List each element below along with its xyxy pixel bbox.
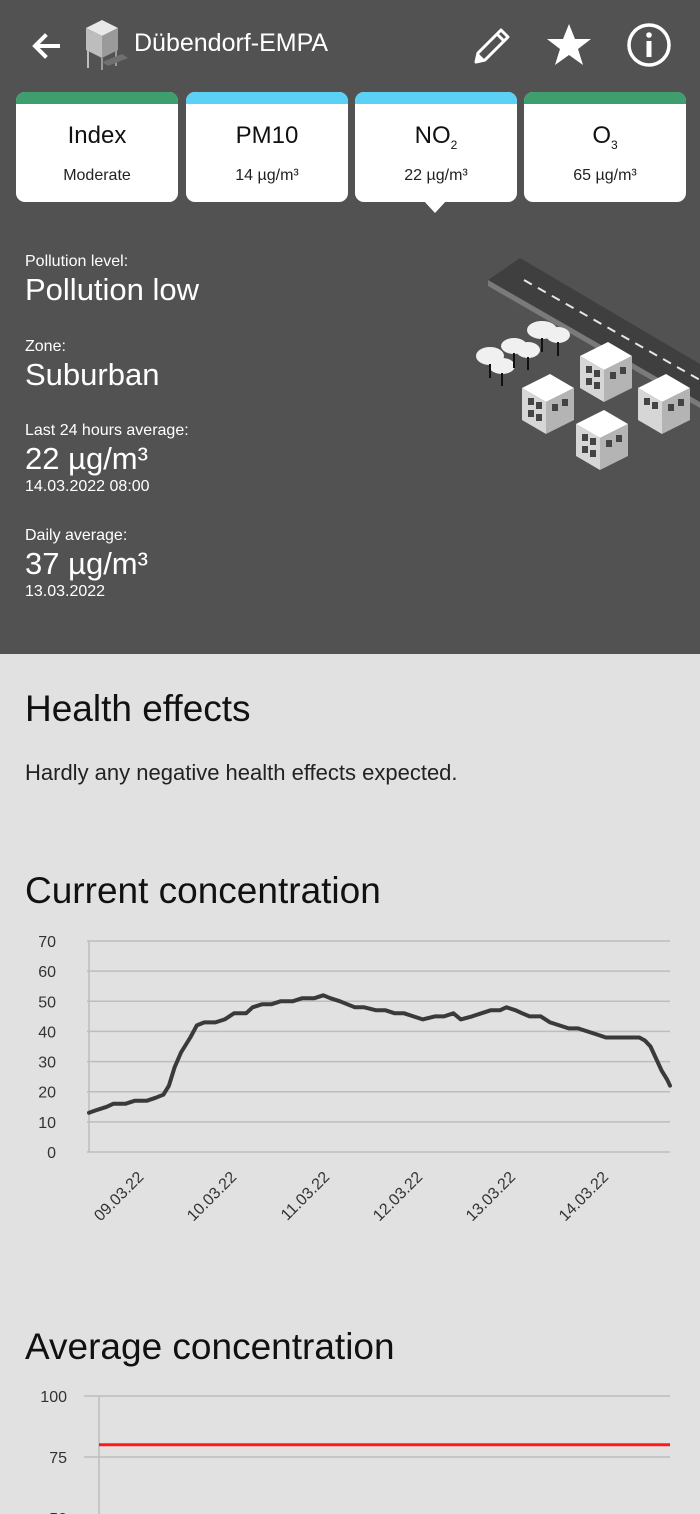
last-24h-average: Last 24 hours average: 22 µg/m³ 14.03.20… xyxy=(25,422,189,496)
y-tick-label: 30 xyxy=(38,1055,56,1072)
x-tick-label: 10.03.22 xyxy=(184,1169,240,1225)
tab-pm10-color-strip xyxy=(186,92,348,104)
tab-index[interactable]: Index Moderate xyxy=(16,92,178,202)
y-tick-label: 75 xyxy=(49,1450,67,1467)
tab-o3-subscript: 3 xyxy=(610,138,618,152)
suburban-zone-illustration xyxy=(476,258,700,470)
tab-index-value: Moderate xyxy=(63,167,131,184)
current-concentration-chart: 0 10 20 30 40 50 60 70 09.03.22 10.03.22 11.03.22 1… xyxy=(0,925,700,1265)
y-tick-label: 50 xyxy=(49,1511,67,1514)
back-arrow-icon[interactable] xyxy=(24,24,68,68)
last-24h-date: 14.03.2022 08:00 xyxy=(25,478,150,495)
x-tick-label: 13.03.22 xyxy=(463,1169,519,1225)
y-tick-label: 20 xyxy=(38,1085,56,1102)
tab-index-title: Index xyxy=(67,122,127,149)
average-concentration-chart: 100 75 50 xyxy=(0,1380,700,1514)
tab-o3-title: O3 xyxy=(592,122,618,152)
y-tick-label: 10 xyxy=(38,1115,56,1132)
tab-o3[interactable]: O3 65 µg/m³ xyxy=(524,92,686,202)
y-tick-label: 0 xyxy=(47,1145,56,1162)
zone-label: Zone: xyxy=(25,338,66,355)
tab-no2-color-strip xyxy=(355,92,517,104)
tab-pm10-value: 14 µg/m³ xyxy=(235,167,299,184)
station-icon xyxy=(86,20,128,70)
zone-value: Suburban xyxy=(25,357,160,392)
y-tick-label: 100 xyxy=(40,1389,67,1406)
y-tick-label: 70 xyxy=(38,934,56,951)
health-effects-title: Health effects xyxy=(25,688,251,729)
last-24h-label: Last 24 hours average: xyxy=(25,422,189,439)
station-summary-panel: Dübendorf-EMPA Index Moderate PM10 14 µg… xyxy=(0,0,700,654)
y-tick-label: 50 xyxy=(38,994,56,1011)
star-icon[interactable] xyxy=(544,20,594,70)
tab-pm10-title: PM10 xyxy=(235,122,299,149)
tab-no2-subscript: 2 xyxy=(450,138,458,152)
health-effects-text: Hardly any negative health effects expec… xyxy=(25,760,458,785)
average-concentration-svg: 100 75 50 xyxy=(40,1389,670,1514)
app-bar: Dübendorf-EMPA xyxy=(0,0,700,90)
daily-average: Daily average: 37 µg/m³ 13.03.2022 xyxy=(25,527,148,601)
x-tick-label: 09.03.22 xyxy=(91,1169,147,1225)
selected-tab-pointer xyxy=(423,200,447,213)
info-icon[interactable] xyxy=(624,20,674,70)
daily-average-value: 37 µg/m³ xyxy=(25,546,148,581)
current-concentration-title: Current concentration xyxy=(25,870,381,911)
pollution-level-label: Pollution level: xyxy=(25,253,129,270)
average-concentration-title: Average concentration xyxy=(25,1326,395,1367)
daily-average-date: 13.03.2022 xyxy=(25,583,106,600)
pollution-level-value: Pollution low xyxy=(25,272,200,307)
tab-index-color-strip xyxy=(16,92,178,104)
y-tick-label: 60 xyxy=(38,964,56,981)
y-tick-label: 40 xyxy=(38,1024,56,1041)
tab-no2[interactable]: NO2 22 µg/m³ xyxy=(355,92,517,213)
tab-no2-title: NO2 xyxy=(414,122,458,152)
last-24h-value: 22 µg/m³ xyxy=(25,441,148,476)
current-concentration-svg: 0 10 20 30 40 50 60 70 09.03.22 10.03.22 11.03.22 1… xyxy=(38,934,672,1225)
tab-o3-value: 65 µg/m³ xyxy=(573,167,637,184)
pencil-icon[interactable] xyxy=(468,22,516,70)
tab-o3-color-strip xyxy=(524,92,686,104)
station-name: Dübendorf-EMPA xyxy=(134,29,329,57)
zone: Zone: Suburban xyxy=(25,338,159,393)
tab-pm10[interactable]: PM10 14 µg/m³ xyxy=(186,92,348,202)
pollution-level: Pollution level: Pollution low xyxy=(25,253,199,308)
x-tick-label: 12.03.22 xyxy=(370,1169,426,1225)
x-tick-label: 11.03.22 xyxy=(278,1169,333,1224)
tab-no2-value: 22 µg/m³ xyxy=(404,167,468,184)
x-tick-label: 14.03.22 xyxy=(556,1169,612,1225)
concentration-series-line xyxy=(87,993,672,1115)
daily-average-label: Daily average: xyxy=(25,527,128,544)
